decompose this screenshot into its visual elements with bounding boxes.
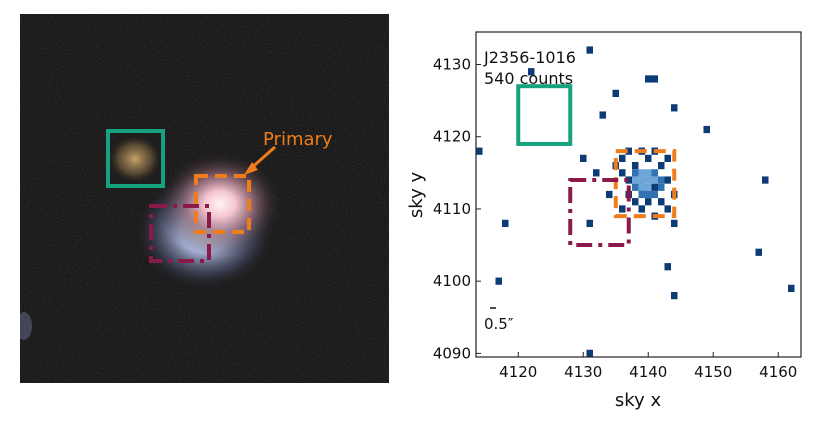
count-pixel <box>625 176 632 184</box>
y-axis-label: sky y <box>406 172 427 219</box>
x-tick-label: 4160 <box>759 363 797 381</box>
x-tick-label: 4150 <box>694 363 732 381</box>
count-pixel <box>788 284 795 292</box>
count-pixel <box>664 263 671 271</box>
plot-regions <box>516 84 677 248</box>
target-name: J2356-1016 <box>483 48 576 67</box>
counts-plot: 4120 4130 4140 4150 4160 4090 4100 4110 4120 413… <box>406 31 802 411</box>
x-tick-label: 4140 <box>629 363 667 381</box>
count-pixel <box>495 277 502 285</box>
count-pixel <box>664 205 671 213</box>
count-pixel <box>651 183 658 191</box>
count-pixel <box>586 349 593 357</box>
core-pixel <box>632 183 639 191</box>
primary-label: Primary <box>263 129 333 150</box>
background-source <box>107 134 163 184</box>
core-pixel <box>632 169 639 177</box>
count-pixel <box>658 198 665 206</box>
count-pixel <box>606 190 613 199</box>
primary-region <box>613 149 677 219</box>
counts-plot-panel: 4120 4130 4140 4150 4160 4090 4100 4110 4120 413… <box>400 0 831 420</box>
plot-marks <box>476 46 795 357</box>
count-pixel <box>645 154 652 162</box>
scale-label: 0.5″ <box>484 315 514 333</box>
core-pixel <box>645 190 652 199</box>
core-pixel <box>651 169 658 177</box>
x-tick-label: 4130 <box>564 363 602 381</box>
count-pixel <box>476 147 483 155</box>
y-tick-label: 4090 <box>433 344 471 362</box>
y-axis: 4090 4100 4110 4120 4130 <box>433 56 481 362</box>
core-pixel <box>651 176 658 184</box>
count-pixel <box>638 205 645 213</box>
primary-arrow-head <box>244 162 258 175</box>
core-pixel <box>638 169 645 177</box>
count-pixel <box>703 125 710 134</box>
core-pixel <box>658 176 665 184</box>
core-pixel <box>645 183 652 191</box>
count-pixel <box>632 162 639 170</box>
count-pixel <box>671 219 678 227</box>
plot-frame <box>475 31 802 358</box>
count-pixel <box>619 169 626 177</box>
core-pixel <box>645 169 652 177</box>
count-pixel <box>580 154 587 162</box>
count-pixel <box>619 205 626 213</box>
sky-image: Primary <box>16 14 389 383</box>
count-pixel <box>586 46 593 54</box>
secondary-region-box <box>149 204 211 263</box>
count-pixel <box>619 154 626 162</box>
count-pixel <box>625 147 632 155</box>
count-pixel <box>658 162 665 170</box>
core-pixel <box>658 183 665 191</box>
y-tick-label: 4130 <box>433 56 471 74</box>
count-pixel <box>528 68 535 76</box>
secondary-region <box>568 178 631 248</box>
sky-image-panel: Primary <box>16 14 389 383</box>
count-pixel <box>632 198 639 206</box>
core-pixel <box>632 176 639 184</box>
core-pixel <box>638 176 645 184</box>
count-pixel <box>671 292 678 300</box>
count-pixel <box>664 176 671 184</box>
counts-label: 540 counts <box>484 69 573 88</box>
core-pixel <box>651 190 658 199</box>
count-pixel <box>762 176 769 184</box>
background-region <box>516 84 573 146</box>
core-pixel <box>638 190 645 199</box>
count-pixel <box>502 219 509 227</box>
count-pixel <box>645 75 652 83</box>
core-pixel <box>638 183 645 191</box>
x-tick-label: 4120 <box>499 363 537 381</box>
y-tick-label: 4100 <box>433 272 471 290</box>
count-pixel <box>651 75 658 83</box>
x-axis: 4120 4130 4140 4150 4160 <box>499 352 797 381</box>
count-pixel <box>664 154 671 162</box>
count-pixel <box>599 111 606 119</box>
y-tick-label: 4120 <box>433 128 471 146</box>
y-tick-label: 4110 <box>433 200 471 218</box>
x-axis-label: sky x <box>615 390 662 411</box>
count-pixel <box>612 89 619 97</box>
count-pixel <box>671 104 678 112</box>
count-pixel <box>755 248 762 256</box>
background-region-box <box>106 129 165 188</box>
count-pixel <box>645 198 652 206</box>
count-pixel <box>593 169 600 177</box>
count-pixel <box>586 219 593 227</box>
core-pixel <box>645 176 652 184</box>
